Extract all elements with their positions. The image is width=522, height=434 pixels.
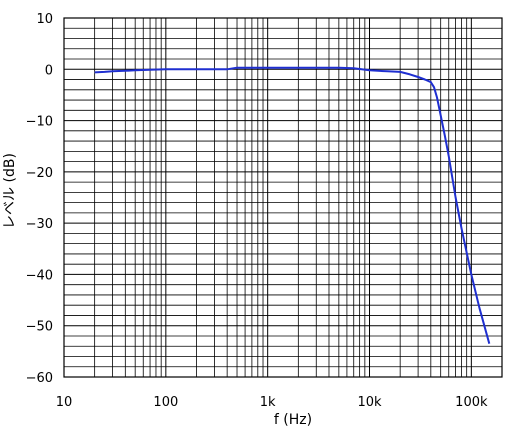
x-tick-label: 1k: [260, 395, 276, 410]
grid: [64, 18, 502, 377]
y-tick-label: −50: [26, 320, 53, 335]
x-tick-label: 10: [56, 395, 73, 410]
series-line: [94, 66, 491, 344]
x-tick-label: 100k: [455, 395, 488, 410]
x-tick-label: 10k: [357, 395, 382, 410]
y-tick-label: −20: [26, 166, 53, 181]
y-tick-label: 0: [45, 63, 53, 78]
y-tick-label: −40: [26, 268, 53, 283]
x-axis-label: f (Hz): [274, 412, 312, 428]
y-axis-label: レベル (dB): [2, 153, 18, 229]
y-tick-labels: 10 0 −10 −20 −30 −40 −50 −60: [26, 12, 53, 386]
y-tick-label: −30: [26, 217, 53, 232]
y-tick-label: −10: [26, 115, 53, 130]
y-tick-label: −60: [26, 371, 53, 386]
y-tick-label: 10: [36, 12, 53, 27]
series-layer: [94, 66, 491, 344]
x-tick-labels: 10 100 1k 10k 100k: [56, 395, 488, 410]
plot-frame: [63, 17, 503, 378]
x-tick-label: 100: [153, 395, 178, 410]
